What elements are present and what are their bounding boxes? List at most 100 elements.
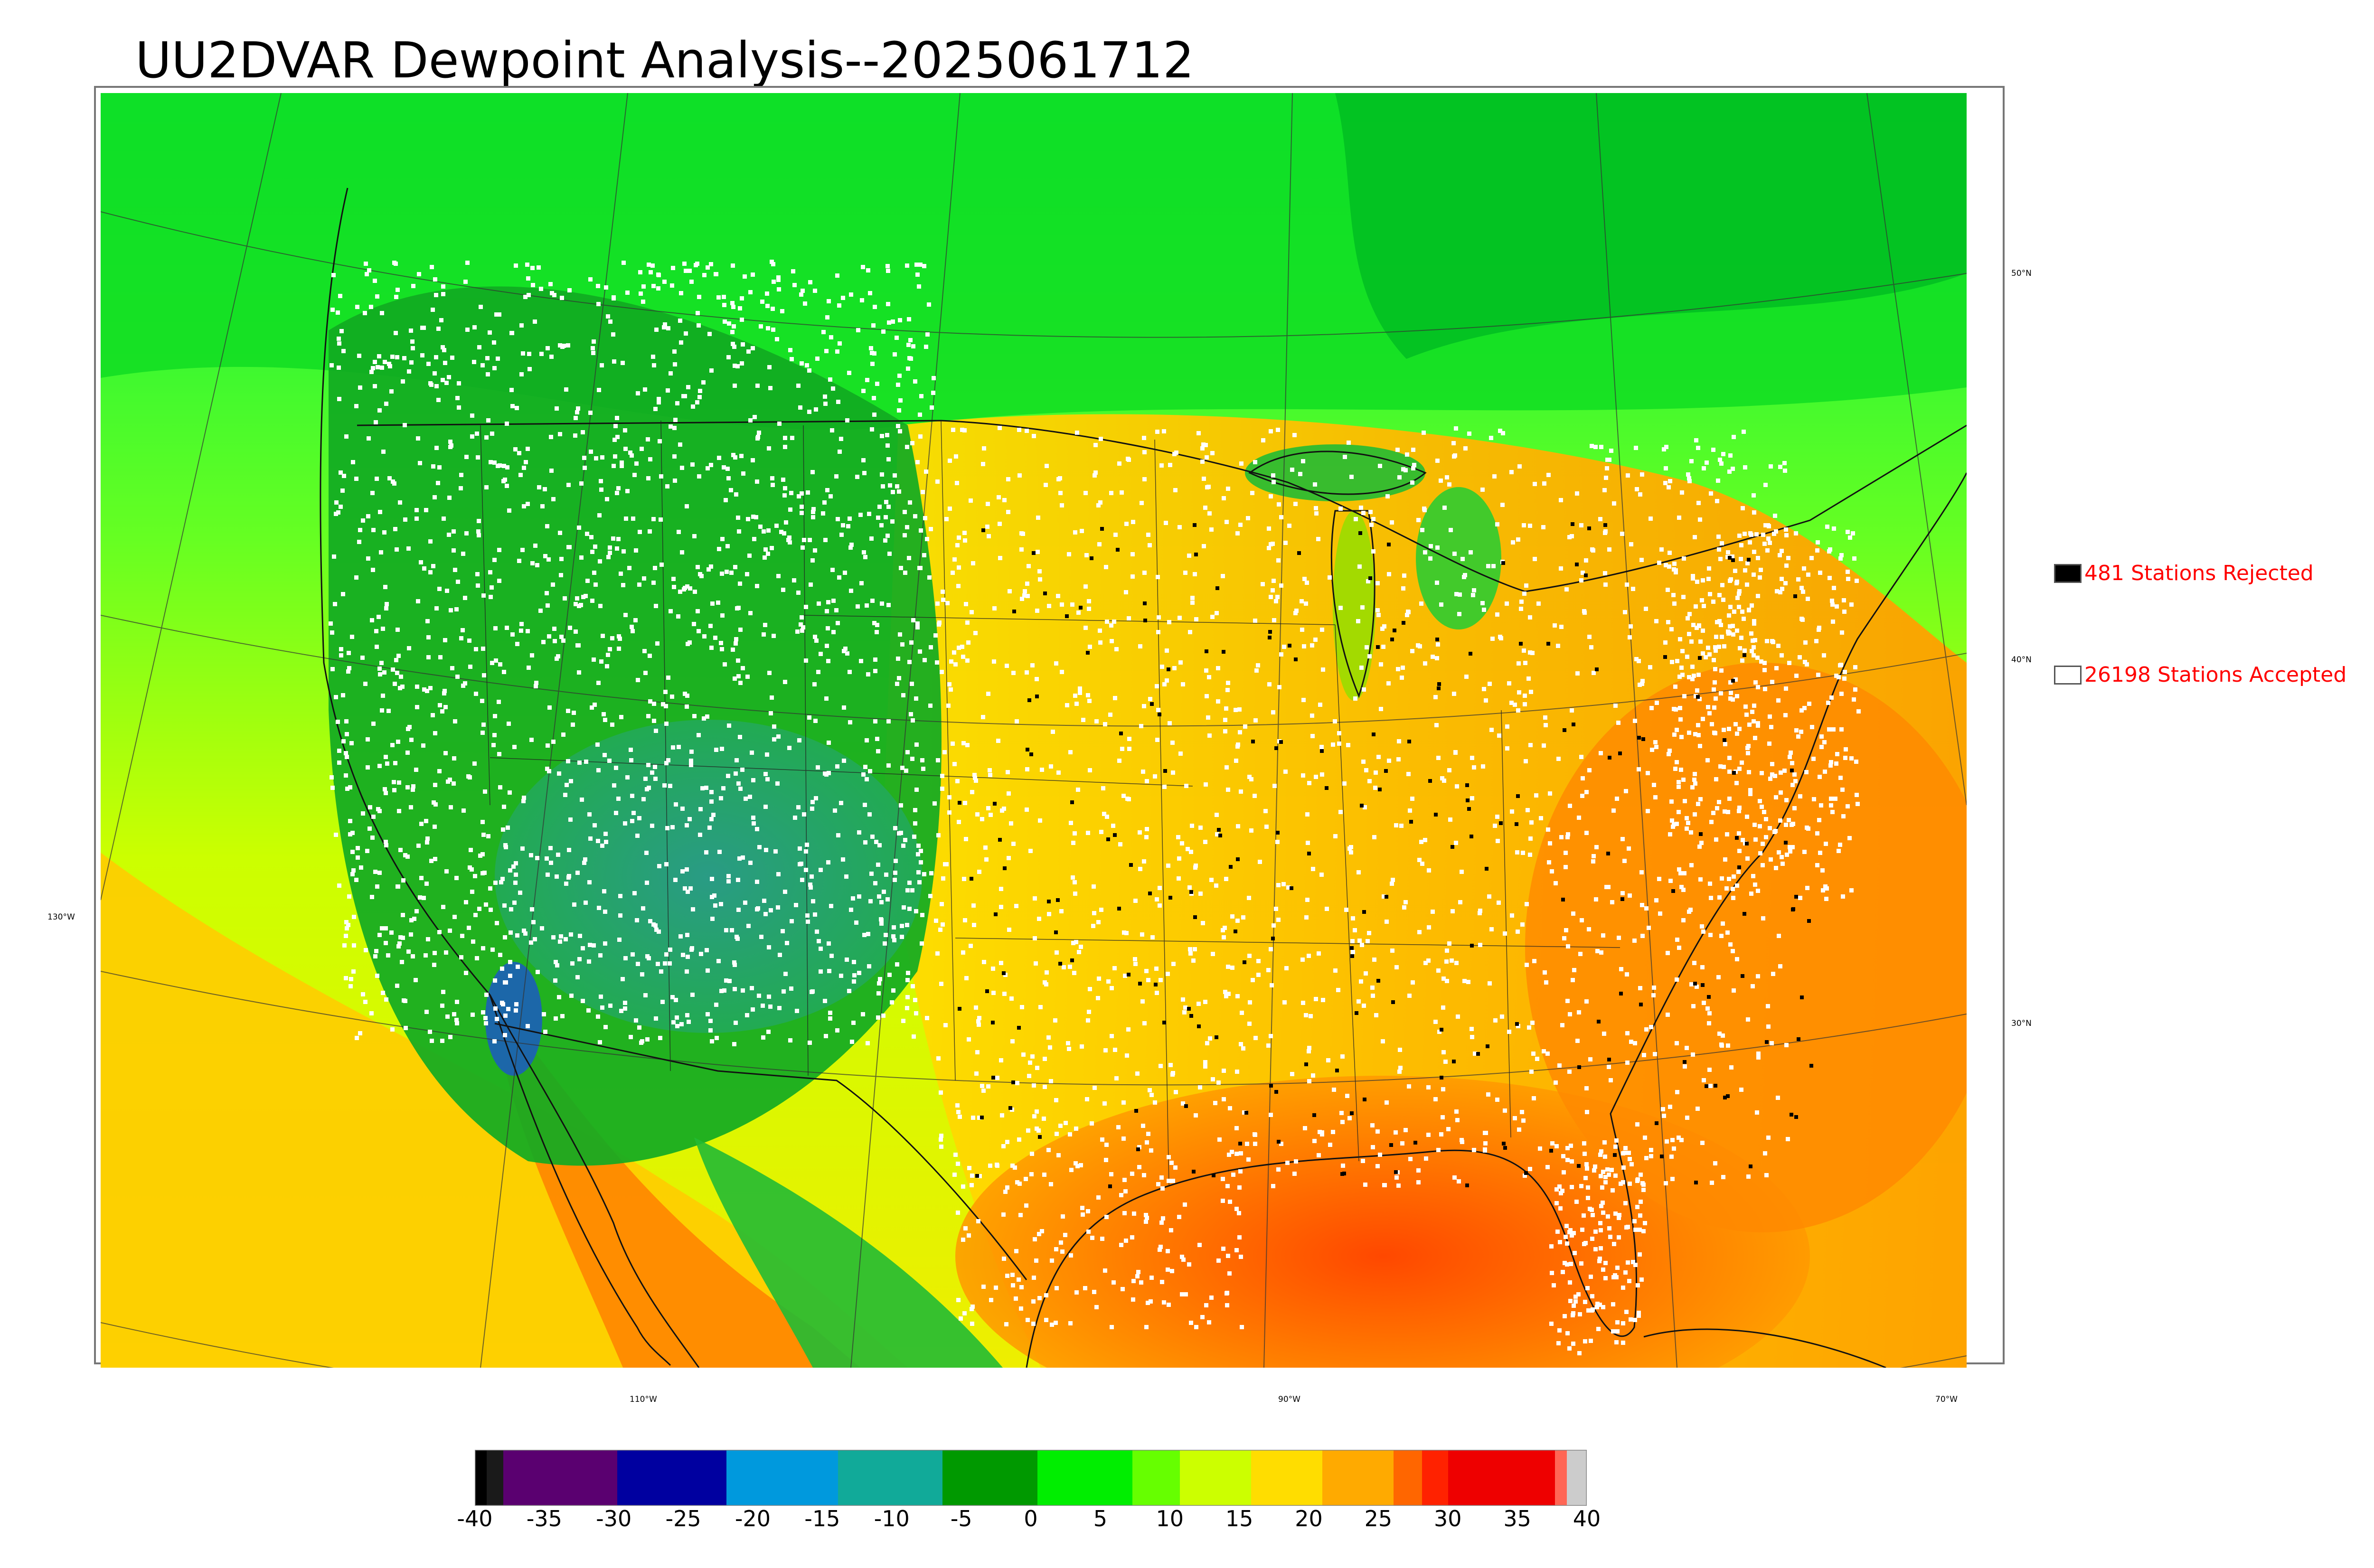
station-accepted xyxy=(943,1023,948,1027)
station-accepted xyxy=(1300,599,1304,603)
station-rejected xyxy=(1108,1184,1112,1188)
station-accepted xyxy=(1766,536,1771,541)
station-accepted xyxy=(1666,951,1670,955)
station-accepted xyxy=(1667,564,1671,569)
station-accepted xyxy=(377,615,381,619)
station-accepted xyxy=(1006,477,1010,481)
station-accepted xyxy=(907,317,911,321)
station-accepted xyxy=(1068,965,1072,969)
station-accepted xyxy=(416,599,420,603)
station-accepted xyxy=(1638,986,1642,990)
station-accepted xyxy=(685,504,689,508)
station-accepted xyxy=(1586,1308,1591,1313)
station-accepted xyxy=(1728,453,1733,458)
station-accepted xyxy=(473,874,477,878)
station-accepted xyxy=(1675,977,1679,982)
station-accepted xyxy=(1346,743,1350,747)
station-accepted xyxy=(1194,1325,1198,1329)
station-accepted xyxy=(470,413,474,418)
station-accepted xyxy=(373,870,377,874)
station-accepted xyxy=(330,775,334,779)
dewpoint-map[interactable] xyxy=(101,93,1967,1368)
station-accepted xyxy=(488,330,492,335)
station-accepted xyxy=(1568,1230,1572,1234)
station-accepted xyxy=(1198,1085,1202,1089)
station-accepted xyxy=(1607,1065,1611,1069)
station-accepted xyxy=(1638,1228,1642,1232)
station-rejected xyxy=(1277,1140,1281,1144)
station-accepted xyxy=(782,493,787,498)
station-accepted xyxy=(596,839,600,843)
station-accepted xyxy=(381,991,385,995)
station-accepted xyxy=(841,857,845,862)
station-accepted xyxy=(997,495,1001,499)
station-accepted xyxy=(572,711,576,715)
station-accepted xyxy=(1117,461,1121,466)
cb-seg-16 xyxy=(1555,1450,1567,1506)
station-accepted xyxy=(654,928,659,932)
station-accepted xyxy=(581,999,585,1003)
station-accepted xyxy=(497,312,501,317)
station-accepted xyxy=(1687,612,1692,616)
station-accepted xyxy=(1720,583,1724,587)
accepted-stations xyxy=(329,260,1861,1355)
station-accepted xyxy=(389,389,394,394)
station-accepted xyxy=(1075,431,1079,435)
station-accepted xyxy=(1117,759,1121,763)
station-accepted xyxy=(598,953,603,958)
station-accepted xyxy=(905,525,909,529)
station-accepted xyxy=(522,504,526,508)
station-accepted xyxy=(633,618,638,622)
station-accepted xyxy=(344,751,348,755)
station-accepted xyxy=(492,1039,497,1043)
station-accepted xyxy=(842,649,846,653)
station-accepted xyxy=(473,913,478,917)
station-rejected xyxy=(1790,769,1794,772)
station-accepted xyxy=(1628,1157,1632,1161)
station-accepted xyxy=(1591,1213,1595,1217)
station-accepted xyxy=(1357,564,1362,569)
station-rejected xyxy=(1251,740,1255,743)
station-accepted xyxy=(720,537,725,541)
station-accepted xyxy=(1625,582,1629,587)
station-accepted xyxy=(509,388,514,392)
station-accepted xyxy=(1100,1237,1104,1241)
lake-michigan-shore xyxy=(1330,510,1375,698)
station-accepted xyxy=(1081,1212,1085,1217)
station-accepted xyxy=(1493,1018,1498,1023)
station-accepted xyxy=(981,715,985,719)
station-accepted xyxy=(1637,767,1641,771)
station-accepted xyxy=(801,545,805,550)
station-accepted xyxy=(1366,579,1370,583)
station-accepted xyxy=(378,510,382,514)
station-accepted xyxy=(1695,688,1699,693)
station-accepted xyxy=(828,1011,832,1015)
station-accepted xyxy=(1590,1294,1594,1298)
station-accepted xyxy=(490,432,494,436)
station-accepted xyxy=(1522,648,1526,653)
station-accepted xyxy=(571,723,575,727)
station-accepted xyxy=(442,691,446,695)
lat-label-40: 40°N xyxy=(2011,655,2032,665)
cb-seg-9 xyxy=(1132,1450,1180,1506)
station-accepted xyxy=(1745,561,1750,565)
station-accepted xyxy=(1216,666,1220,670)
station-accepted xyxy=(1483,1141,1488,1145)
station-accepted xyxy=(1331,742,1335,747)
station-accepted xyxy=(1086,693,1090,697)
station-accepted xyxy=(530,561,535,565)
station-accepted xyxy=(1223,718,1227,722)
station-accepted xyxy=(757,431,761,435)
station-accepted xyxy=(902,905,906,910)
station-rejected xyxy=(1698,656,1702,660)
station-accepted xyxy=(1599,950,1603,955)
station-accepted xyxy=(1731,887,1735,891)
station-accepted xyxy=(1122,1211,1127,1215)
station-accepted xyxy=(867,512,871,516)
station-accepted xyxy=(632,891,637,895)
station-accepted xyxy=(1558,1206,1563,1211)
station-accepted xyxy=(1054,661,1058,666)
station-accepted xyxy=(1452,552,1457,556)
station-accepted xyxy=(911,344,915,348)
station-accepted xyxy=(776,734,781,739)
